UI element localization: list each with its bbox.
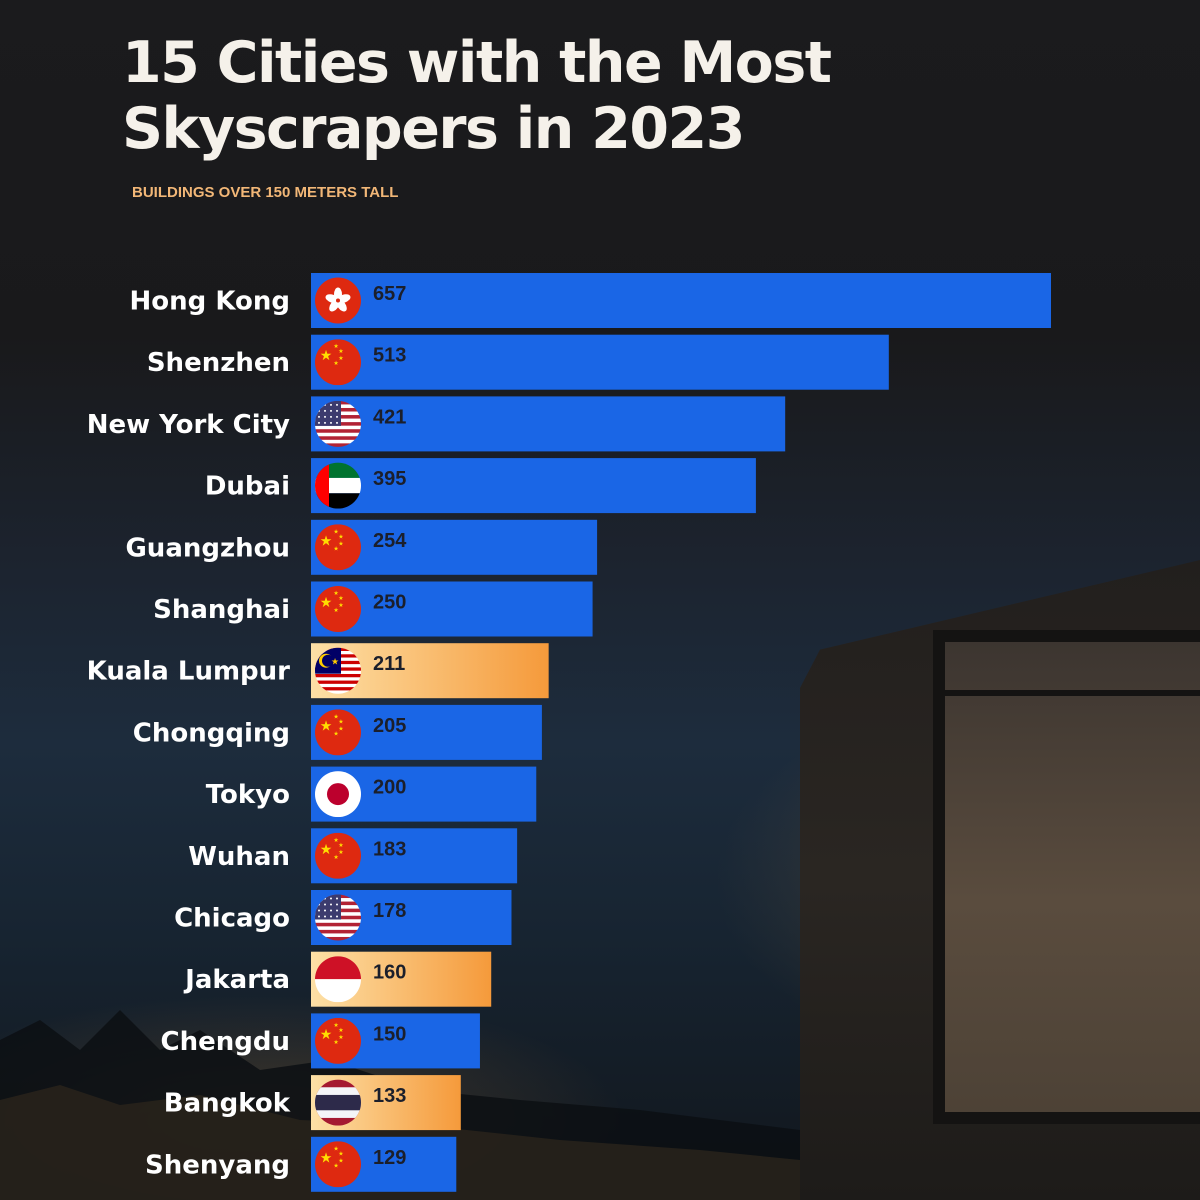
- svg-text:★: ★: [338, 1027, 343, 1034]
- chart-title: 15 Cities with the Most Skyscrapers in 2…: [122, 30, 832, 162]
- svg-text:★: ★: [320, 532, 333, 548]
- category-label-bangkok: Bangkok: [164, 1089, 291, 1119]
- svg-text:★: ★: [333, 713, 338, 720]
- building-window: [933, 630, 1200, 1124]
- china-flag-icon: ★ ★★★★: [315, 709, 361, 756]
- value-label-new-york-city: 421: [373, 406, 406, 428]
- svg-text:★: ★: [333, 528, 338, 535]
- svg-text:★: ★: [338, 849, 343, 856]
- svg-text:★: ★: [333, 590, 338, 597]
- category-label-chengdu: Chengdu: [161, 1027, 290, 1057]
- value-label-jakarta: 160: [373, 962, 406, 984]
- value-label-shenyang: 129: [373, 1147, 406, 1169]
- svg-text:★: ★: [338, 842, 343, 849]
- category-label-jakarta: Jakarta: [183, 965, 290, 995]
- svg-text:★: ★: [333, 545, 338, 552]
- category-label-chongqing: Chongqing: [133, 718, 290, 748]
- value-label-chongqing: 205: [373, 715, 406, 737]
- china-flag-icon: ★ ★★★★: [315, 586, 361, 632]
- china-flag-icon: ★ ★★★★: [315, 1017, 361, 1064]
- category-label-chicago: Chicago: [174, 904, 290, 934]
- svg-text:★: ★: [338, 540, 343, 547]
- indonesia-flag-icon: [315, 956, 361, 1003]
- value-label-shanghai: 250: [373, 592, 406, 614]
- category-label-guangzhou: Guangzhou: [125, 533, 290, 563]
- china-flag-icon: ★ ★★★★: [315, 832, 361, 879]
- thailand-flag-icon: [315, 1079, 361, 1126]
- window-frame: [945, 690, 1200, 696]
- usa-flag-icon: [315, 894, 361, 941]
- value-label-bangkok: 133: [373, 1085, 406, 1107]
- bar-shenzhen: [311, 334, 889, 390]
- svg-text:★: ★: [320, 717, 333, 733]
- category-label-kuala-lumpur: Kuala Lumpur: [87, 657, 291, 687]
- value-label-guangzhou: 254: [373, 530, 407, 552]
- svg-text:★: ★: [338, 718, 343, 725]
- svg-text:★: ★: [338, 1157, 343, 1164]
- svg-text:★: ★: [333, 343, 338, 350]
- value-label-wuhan: 183: [373, 838, 406, 860]
- uae-flag-icon: [315, 462, 361, 509]
- svg-text:★: ★: [320, 1026, 333, 1042]
- value-label-chicago: 178: [373, 900, 406, 922]
- value-label-chengdu: 150: [373, 1023, 406, 1045]
- category-label-shanghai: Shanghai: [153, 595, 290, 625]
- svg-text:★: ★: [333, 360, 338, 367]
- china-flag-icon: ★ ★★★★: [315, 524, 361, 571]
- category-label-hong-kong: Hong Kong: [130, 287, 290, 317]
- japan-flag-icon: [315, 771, 361, 818]
- category-label-shenyang: Shenyang: [145, 1150, 290, 1180]
- svg-text:★: ★: [333, 1145, 338, 1152]
- svg-text:★: ★: [333, 607, 338, 614]
- svg-text:★: ★: [333, 837, 338, 844]
- svg-text:★: ★: [338, 602, 343, 609]
- malaysia-flag-icon: ★: [315, 647, 361, 694]
- svg-text:★: ★: [338, 355, 343, 362]
- hong-kong-flag-icon: [315, 277, 361, 324]
- value-label-hong-kong: 657: [373, 283, 406, 305]
- category-label-new-york-city: New York City: [87, 410, 290, 440]
- svg-text:★: ★: [320, 1149, 333, 1165]
- svg-text:★: ★: [331, 657, 339, 667]
- svg-text:★: ★: [338, 533, 343, 540]
- svg-text:★: ★: [333, 1039, 338, 1046]
- bar-hong-kong: [311, 273, 1051, 328]
- category-label-tokyo: Tokyo: [206, 780, 290, 810]
- value-label-dubai: 395: [373, 468, 406, 490]
- svg-text:★: ★: [333, 730, 338, 737]
- value-label-tokyo: 200: [373, 777, 406, 799]
- bar-dubai: [311, 458, 756, 514]
- value-label-kuala-lumpur: 211: [373, 653, 405, 675]
- svg-text:★: ★: [320, 347, 333, 363]
- svg-text:★: ★: [338, 348, 343, 355]
- svg-text:★: ★: [333, 854, 338, 861]
- svg-text:★: ★: [320, 841, 333, 857]
- svg-text:★: ★: [333, 1022, 338, 1029]
- svg-text:★: ★: [320, 594, 333, 610]
- china-flag-icon: ★ ★★★★: [315, 339, 361, 386]
- value-label-shenzhen: 513: [373, 345, 406, 367]
- china-flag-icon: ★ ★★★★: [315, 1141, 361, 1188]
- svg-text:★: ★: [338, 1150, 343, 1157]
- usa-flag-icon: [315, 400, 361, 447]
- category-label-dubai: Dubai: [205, 472, 290, 502]
- category-label-wuhan: Wuhan: [188, 842, 290, 872]
- svg-text:★: ★: [338, 595, 343, 602]
- svg-text:★: ★: [338, 1034, 343, 1041]
- category-label-shenzhen: Shenzhen: [147, 348, 290, 378]
- bar-new-york-city: [311, 396, 786, 452]
- chart-subtitle: BUILDINGS OVER 150 METERS TALL: [132, 184, 399, 201]
- svg-text:★: ★: [338, 725, 343, 732]
- svg-text:★: ★: [333, 1162, 338, 1169]
